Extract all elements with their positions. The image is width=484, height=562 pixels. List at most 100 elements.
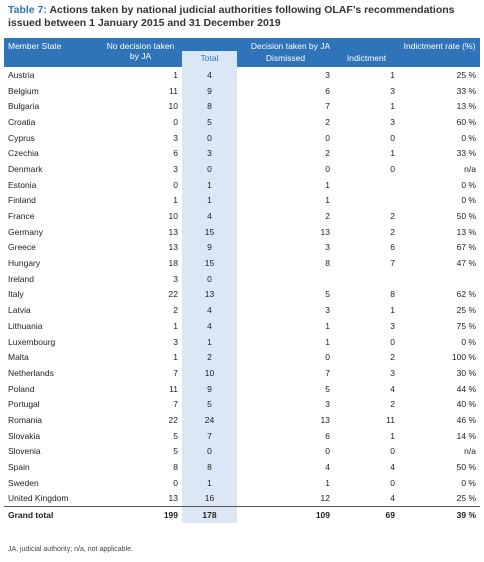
table-cell: 16 <box>182 490 237 507</box>
table-cell: 1 <box>325 195 330 206</box>
table-cell: 47 % <box>456 258 476 269</box>
table-cell: 2 <box>325 211 330 222</box>
table-cell: Croatia <box>8 116 36 127</box>
table-cell: 5 <box>325 289 330 300</box>
table-cell: Germany <box>8 226 43 237</box>
table-cell: 1 <box>173 69 178 80</box>
table-row: United Kingdom 13 16 12 4 25 % <box>4 490 480 507</box>
table-cell: Poland <box>8 383 35 394</box>
table-row: Slovakia 5 7 6 1 14 % <box>4 427 480 444</box>
table-row: Lithuania 1 4 1 3 75 % <box>4 318 480 334</box>
table-cell: 50 % <box>456 211 476 222</box>
table-cell: Grand total <box>4 506 99 523</box>
table-cell: 14 % <box>456 430 476 441</box>
table-cell: 0 <box>173 179 178 190</box>
table-cell: Finland <box>8 195 36 206</box>
table-cell: 0 <box>173 477 178 488</box>
table-cell: 3 <box>173 336 178 347</box>
table-row: Bulgaria 10 8 7 1 13 % <box>4 98 480 115</box>
table-cell: 7 <box>173 367 178 378</box>
table-cell: 0 <box>390 336 395 347</box>
table-cell <box>334 193 399 209</box>
table-cell: Portugal <box>8 399 40 410</box>
table-cell: 1 <box>390 305 395 316</box>
table-row: Spain 8 8 4 4 50 % <box>4 459 480 475</box>
table-cell: 109 <box>237 506 334 523</box>
table-cell: 3 <box>173 163 178 174</box>
table-cell: 2 <box>182 349 237 366</box>
table-cell: Netherlands <box>8 367 54 378</box>
table-cell: Lithuania <box>8 320 43 331</box>
table-cell: 0 % <box>461 132 476 143</box>
table-cell: 1 <box>325 336 330 347</box>
table-cell: 1 <box>390 148 395 159</box>
table-cell <box>334 271 399 287</box>
table-cell: 5 <box>173 430 178 441</box>
table-cell: 22 <box>168 414 178 425</box>
table-cell: 22 <box>168 289 178 300</box>
table-cell: 2 <box>390 211 395 222</box>
table-cell <box>334 177 399 193</box>
table-cell: 3 <box>325 399 330 410</box>
header-cell: Total <box>182 51 237 67</box>
table-cell <box>237 271 334 287</box>
table-cell: 2 <box>390 352 395 363</box>
table-cell: 1 <box>325 320 330 331</box>
table-row: Poland 11 9 5 4 44 % <box>4 380 480 397</box>
table-cell: 11 <box>169 85 178 96</box>
table-cell: n/a <box>464 446 476 457</box>
table-cell: 5 <box>173 446 178 457</box>
table-cell: Denmark <box>8 163 43 174</box>
table-cell: 1 <box>390 69 395 80</box>
table-row: Ireland 3 0 <box>4 270 480 287</box>
table-cell: 6 <box>325 85 330 96</box>
table-cell: 3 <box>173 132 178 143</box>
table-cell: 13 <box>168 226 178 237</box>
table-cell: 13 <box>320 226 330 237</box>
table-cell: 33 % <box>456 148 476 159</box>
table-cell: 69 <box>334 506 399 523</box>
table-cell: 2 <box>173 305 178 316</box>
table-cell: 0 <box>182 270 237 287</box>
table-cell: 199 <box>99 506 182 523</box>
table-cell: 4 <box>390 462 395 473</box>
table-cell: 3 <box>325 305 330 316</box>
header-cell: Indictment rate (%) <box>399 38 480 67</box>
table-cell: 75 % <box>456 320 476 331</box>
table-cell: 0 <box>390 477 395 488</box>
table-cell: 9 <box>182 82 237 99</box>
table-cell: 4 <box>325 462 330 473</box>
table-cell: 15 <box>182 223 237 240</box>
table-cell: 25 % <box>456 305 476 316</box>
table-row: Netherlands 7 10 7 3 30 % <box>4 365 480 381</box>
table-cell: 12 <box>320 493 330 504</box>
table-cell: 8 <box>390 289 395 300</box>
table-cell: 0 <box>325 446 330 457</box>
table-row: Latvia 2 4 3 1 25 % <box>4 302 480 318</box>
table-cell: 0 % <box>461 336 476 347</box>
table-cell: 10 <box>168 211 178 222</box>
table-row: Croatia 0 5 2 3 60 % <box>4 114 480 130</box>
table-cell: 178 <box>182 506 237 523</box>
table-cell: 3 <box>390 85 395 96</box>
table-cell: 13 % <box>456 101 476 112</box>
table-cell: 1 <box>390 430 395 441</box>
table-cell: 30 % <box>456 367 476 378</box>
table-cell: 0 <box>173 116 178 127</box>
table-cell: Austria <box>8 69 35 80</box>
table-cell: 0 <box>182 161 237 177</box>
table-cell: 3 <box>390 320 395 331</box>
table-cell: 24 <box>182 412 237 428</box>
table-cell: 0 <box>325 132 330 143</box>
table-cell: 46 % <box>456 414 476 425</box>
table-cell: 8 <box>182 98 237 115</box>
header-cell: Member State <box>4 38 99 67</box>
table-cell: 6 <box>173 148 178 159</box>
table-cell: 0 <box>325 163 330 174</box>
table-row: France 10 4 2 2 50 % <box>4 208 480 224</box>
table-cell: 7 <box>182 427 237 444</box>
title-text: Actions taken by national judicial autho… <box>8 4 455 29</box>
table-row: Italy 22 13 5 8 62 % <box>4 286 480 303</box>
header-cell: No decision taken by JA <box>99 38 182 67</box>
table-cell: Slovakia <box>8 430 41 441</box>
